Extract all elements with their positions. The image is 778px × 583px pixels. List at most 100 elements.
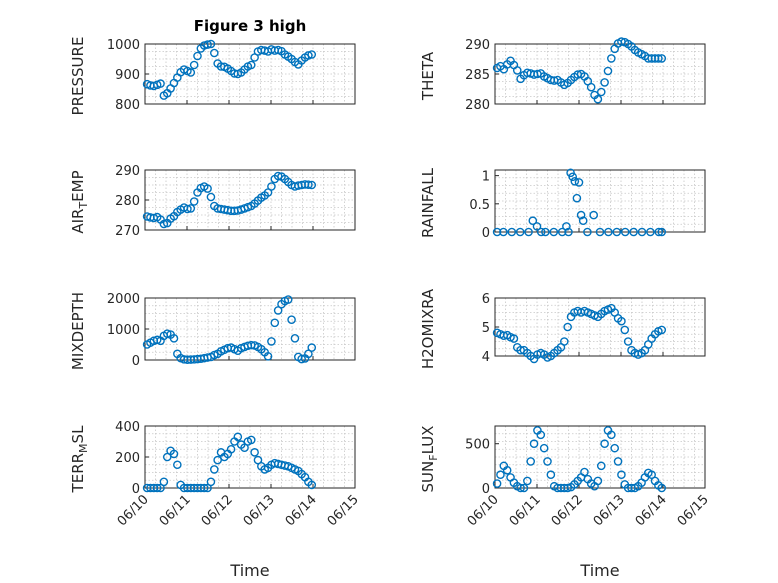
data-point <box>213 455 222 465</box>
data-point <box>519 483 529 493</box>
data-point <box>263 351 273 361</box>
data-point <box>267 337 276 346</box>
data-point <box>529 439 539 449</box>
subplot-1: 800 900 1000 PRESSURE Figure 3 high <box>69 17 356 116</box>
data-point <box>502 465 512 475</box>
x-tick-label: 06/12 <box>549 492 586 529</box>
data-point <box>610 443 620 453</box>
data-point <box>563 322 572 332</box>
y-tick-label: 0.5 <box>469 198 490 213</box>
data-point <box>549 227 559 237</box>
data-point <box>629 227 638 237</box>
data-point <box>152 483 162 493</box>
data-point <box>173 460 182 470</box>
y-tick-label: 2000 <box>107 292 140 307</box>
x-tick-label: 06/11 <box>157 492 194 529</box>
data-point <box>596 461 606 471</box>
data-point <box>613 457 623 466</box>
data-point <box>546 470 556 480</box>
subplot-8: 0 500 06/10 06/11 06/12 06/13 06/14 06/15 Time SU… <box>419 425 712 580</box>
data-point <box>233 432 243 442</box>
data-point <box>654 227 664 237</box>
x-axis-label: Time <box>229 561 269 580</box>
y-axis-label: PRESSURE <box>69 37 87 116</box>
data-point <box>307 343 317 352</box>
x-tick-label: 06/13 <box>591 492 628 529</box>
y-tick-label: 4 <box>482 350 490 365</box>
x-tick-label: 06/12 <box>199 492 236 529</box>
axes-frame <box>494 169 706 233</box>
data-point <box>516 483 525 493</box>
data-point <box>159 219 169 229</box>
chart-title: Figure 3 high <box>194 17 307 35</box>
data-point <box>607 54 616 63</box>
data-point <box>600 439 609 449</box>
x-tick-label: 06/11 <box>507 492 544 529</box>
y-axis-label: SUNFLUX <box>419 426 440 493</box>
subplot-4: 0 0.5 1 RAINFALL <box>419 167 706 241</box>
data-point <box>560 337 569 346</box>
data-point <box>657 227 667 237</box>
y-tick-label: 900 <box>115 68 140 83</box>
data-point <box>246 60 256 70</box>
data-point <box>612 227 622 237</box>
data-point <box>543 457 552 466</box>
x-tick-label: 06/14 <box>283 492 320 529</box>
data-point <box>532 222 542 231</box>
data-point <box>193 51 202 61</box>
data-point <box>206 477 216 487</box>
data-point <box>496 470 505 480</box>
y-tick-label: 200 <box>115 451 140 466</box>
data-point <box>524 227 533 237</box>
data-point <box>273 171 283 181</box>
data-point <box>593 94 603 104</box>
y-tick-label: 6 <box>482 292 490 307</box>
x-axis-label: Time <box>579 561 619 580</box>
data-point <box>199 483 209 493</box>
data-point <box>209 48 219 58</box>
data-point <box>523 476 532 486</box>
data-point <box>536 227 546 237</box>
data-point <box>657 325 667 335</box>
data-point <box>576 210 586 220</box>
data-point <box>617 316 626 326</box>
data-point <box>156 79 165 88</box>
data-point <box>580 467 589 477</box>
data-point <box>586 82 596 92</box>
data-point <box>267 182 276 191</box>
data-point <box>617 470 626 480</box>
data-point <box>563 483 572 493</box>
data-point <box>186 204 196 213</box>
x-tick-label: 06/13 <box>241 492 278 529</box>
y-axis-label: H2OMIXRA <box>419 288 437 369</box>
data-point <box>604 227 613 237</box>
y-tick-label: 500 <box>465 438 490 453</box>
y-tick-label: 0 <box>132 482 140 497</box>
data-point <box>203 40 212 49</box>
data-point <box>583 227 592 237</box>
data-point <box>595 227 605 237</box>
y-axis-label: TERRMSL <box>69 425 90 494</box>
y-tick-label: 290 <box>465 38 490 53</box>
x-tick-label: 06/10 <box>115 492 152 529</box>
data-point <box>607 430 616 440</box>
y-tick-label: 400 <box>115 420 140 435</box>
data-point <box>499 227 508 237</box>
data-point <box>568 172 578 182</box>
y-axis-label: THETA <box>419 51 437 101</box>
y-axis-label: RAINFALL <box>419 167 437 238</box>
data-point <box>250 448 259 457</box>
data-point <box>593 476 603 486</box>
data-point <box>169 449 179 459</box>
data-point <box>596 87 606 97</box>
data-point <box>169 333 179 343</box>
data-point <box>186 68 196 77</box>
data-point <box>589 210 599 220</box>
data-point <box>528 216 538 226</box>
data-point <box>603 66 613 76</box>
data-point <box>600 78 609 87</box>
subplot-6: 4 5 6 H2OMIXRA <box>419 288 706 369</box>
data-point <box>307 50 317 59</box>
data-point <box>203 184 212 193</box>
data-point <box>206 39 216 49</box>
